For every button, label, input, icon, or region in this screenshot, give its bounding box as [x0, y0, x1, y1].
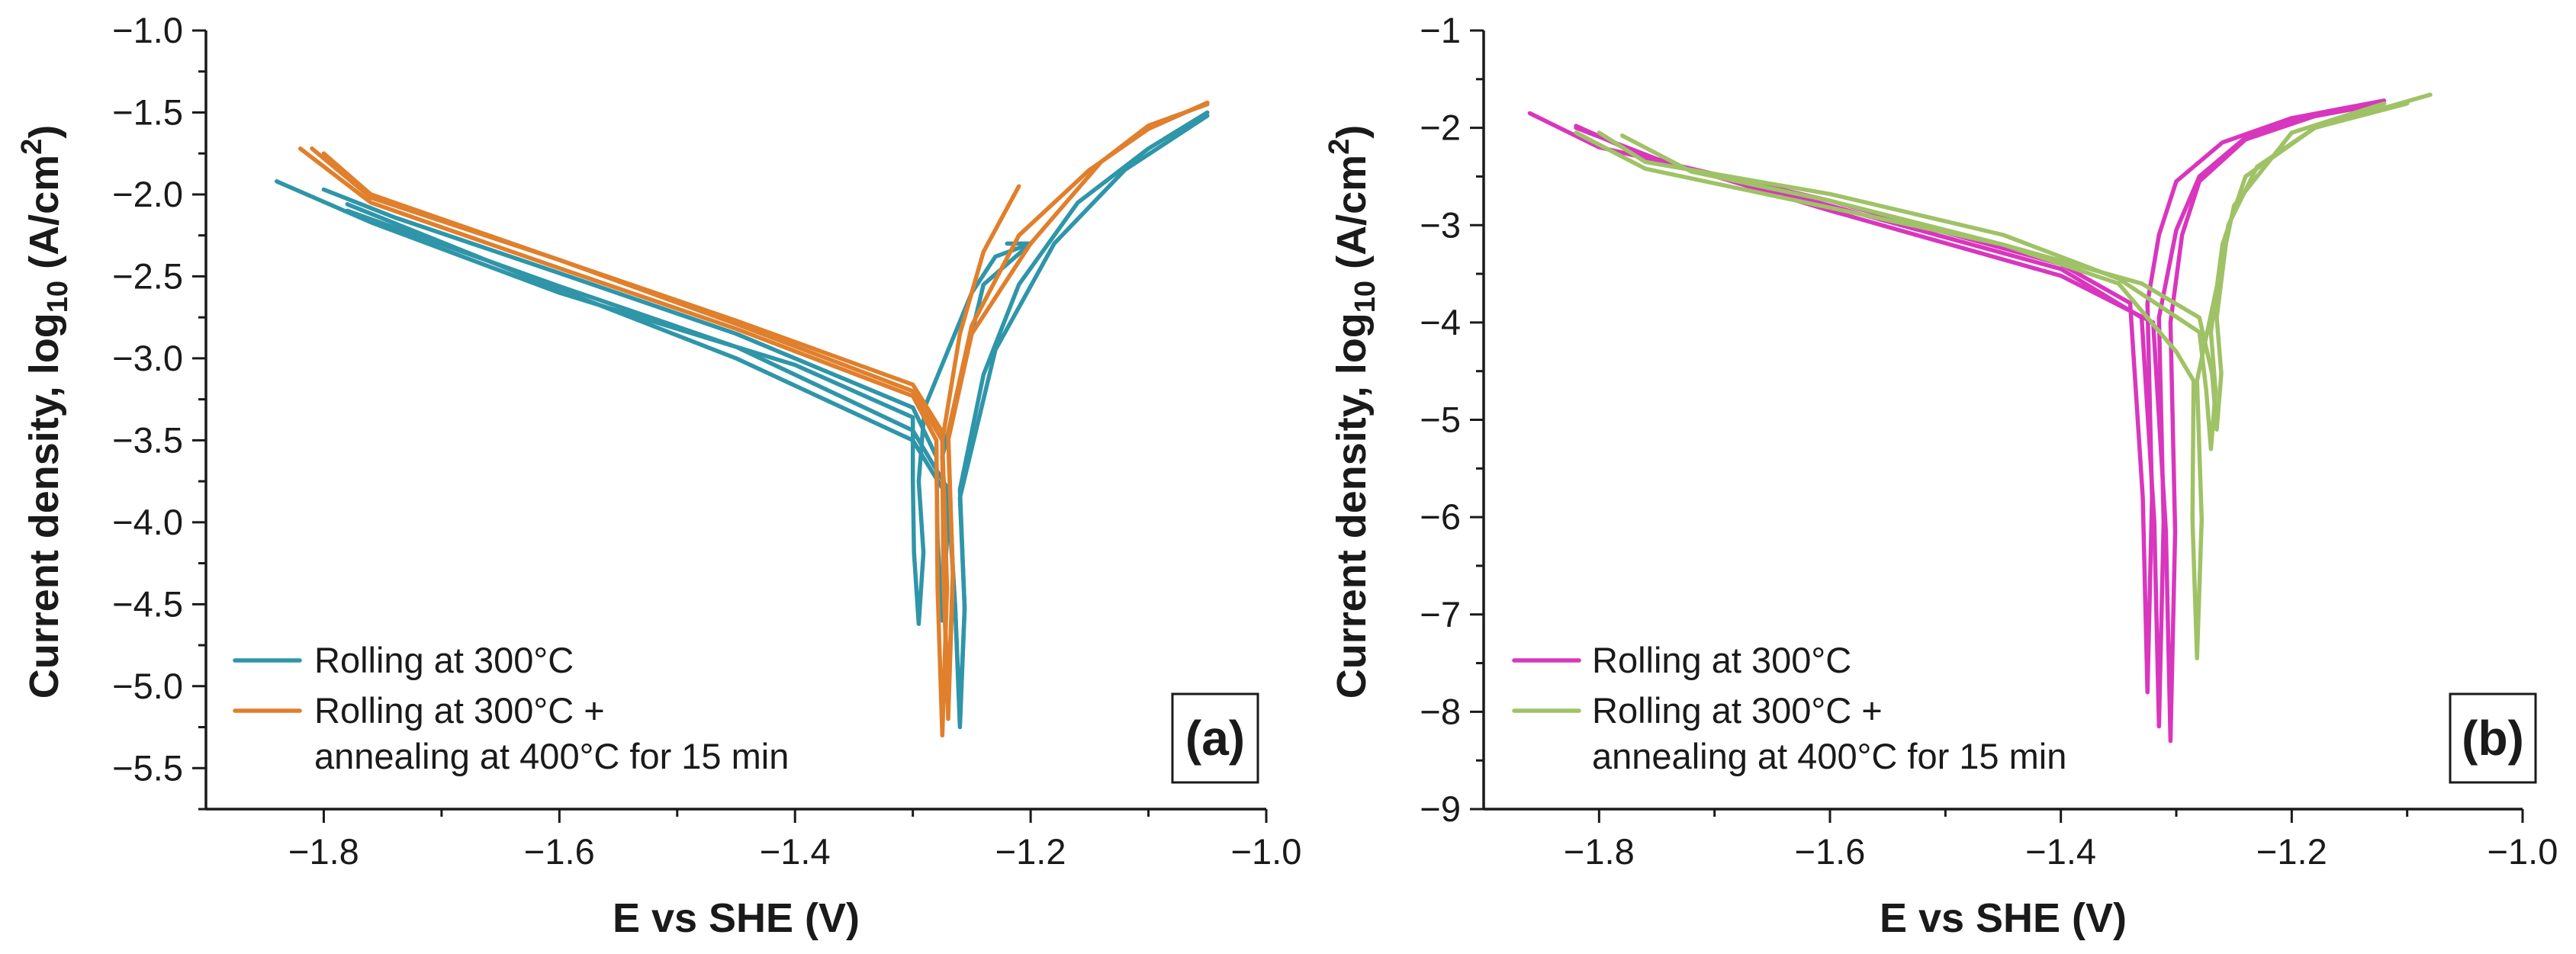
- panel-label-box-b: [2449, 692, 2537, 784]
- curves-a: [274, 100, 1210, 738]
- y-tick-label-a: −5.5: [112, 747, 183, 788]
- chart-panel-b: −1.8 −1.6 −1.4 −1.2 −1.0 −1−2−3−4−5−6−7−8−9 …: [1323, 10, 2558, 941]
- y-axis-title-b-part-1: Current density, log: [1329, 313, 1375, 699]
- y-tick-label-a: −3.5: [112, 419, 183, 460]
- x-tick-label-a: −1.8: [288, 831, 359, 872]
- y-tick-label-a: −2.5: [112, 255, 183, 296]
- legend-b: Rolling at 300°C Rolling at 300°C + anne…: [1512, 640, 2066, 776]
- y-tick-label-a: −5.0: [112, 666, 183, 706]
- x-tick-label-b: −1.6: [1795, 831, 1866, 872]
- y-tick-label-a: −4.5: [112, 583, 183, 624]
- series-1-curve-3-b: [1574, 101, 2387, 744]
- series-1-curve-3-a: [345, 110, 1210, 730]
- y-axis-title-a-part-3: ): [21, 125, 67, 139]
- series-1-curve-2-a: [321, 187, 1033, 623]
- y-tick-label-b: −5: [1420, 400, 1461, 440]
- y-axis-title-a-sub: 10: [42, 281, 74, 313]
- panel-label-b: (b): [2462, 711, 2524, 766]
- series-2-curve-1-a: [297, 146, 1021, 738]
- y-tick-label-b: −6: [1420, 496, 1461, 537]
- y-tick-label-b: −3: [1420, 204, 1461, 245]
- series-2-curve-2-b: [1597, 101, 2410, 451]
- legend-b-label-2: Rolling at 300°C +: [1592, 690, 1883, 731]
- y-axis-title-b-part-2: (A/cm: [1329, 155, 1375, 281]
- x-ticks-b: −1.8 −1.6 −1.4 −1.2 −1.0: [1564, 809, 2558, 872]
- y-axis-title-b-sup: 2: [1323, 139, 1356, 155]
- x-ticks-a: −1.8 −1.6 −1.4 −1.2 −1.0: [288, 809, 1301, 872]
- legend-b-label-2b: annealing at 400°C for 15 min: [1592, 736, 2066, 776]
- x-tick-label-b: −1.4: [2025, 831, 2096, 872]
- x-tick-label-b: −1.0: [2488, 831, 2558, 872]
- y-tick-label-b: −2: [1420, 108, 1461, 148]
- x-tick-label-a: −1.2: [995, 831, 1066, 872]
- legend-a-label-2b: annealing at 400°C for 15 min: [314, 736, 789, 776]
- y-tick-label-a: −4.0: [112, 502, 183, 542]
- legend-a-label-1: Rolling at 300°C: [314, 640, 574, 680]
- y-tick-label-a: −3.0: [112, 338, 183, 378]
- x-tick-label-a: −1.0: [1231, 831, 1302, 872]
- y-axis-title-b-sub: 10: [1349, 281, 1381, 313]
- y-ticks-a: −1.0 −1.5 −2.0 −2.5 −3.0 −3.5 −4.0 −4.5 −5.0 −5.5: [112, 10, 206, 811]
- series-1-curve-2-b: [1574, 101, 2387, 729]
- series-2-curve-3-a: [321, 101, 1210, 705]
- y-axis-title-a-part-2: (A/cm: [21, 155, 67, 281]
- x-tick-label-a: −1.6: [524, 831, 595, 872]
- x-axis-title-a: E vs SHE (V): [613, 895, 860, 941]
- y-axis-title-a-sup: 2: [16, 139, 48, 155]
- y-axis-title-b: Current density, log10 (A/cm2): [1323, 125, 1381, 699]
- y-axis-title-a: Current density, log10 (A/cm2): [16, 125, 74, 699]
- y-tick-label-b: −9: [1420, 789, 1461, 829]
- y-ticks-b: −1 −2 −3 −4 −5 −6 −7 −8 −9: [1420, 10, 1484, 829]
- y-tick-label-a: −1.5: [112, 92, 183, 132]
- panel-label-box-a: [1171, 692, 1259, 784]
- curves-b: [1527, 92, 2433, 744]
- series-2-curve-3-b: [1619, 92, 2433, 432]
- x-tick-label-b: −1.8: [1564, 831, 1635, 872]
- x-tick-label-b: −1.2: [2256, 831, 2327, 872]
- y-tick-label-a: −1.0: [112, 10, 183, 50]
- y-tick-label-a: −2.0: [112, 174, 183, 214]
- y-tick-label-b: −4: [1420, 302, 1461, 342]
- legend-a-label-2: Rolling at 300°C +: [314, 690, 605, 731]
- x-axis-title-b: E vs SHE (V): [1880, 895, 2127, 941]
- y-tick-label-b: −1: [1420, 10, 1461, 50]
- series-2-curve-1-b: [1574, 101, 2387, 660]
- y-axis-title-b-part-3: ): [1329, 125, 1375, 139]
- panel-label-a: (a): [1185, 711, 1245, 766]
- y-axis-title-a-part-1: Current density, log: [21, 313, 67, 699]
- chart-panel-a: −1.8 −1.6 −1.4 −1.2 −1.0 −1.0 −1.5 −2.0 −2.5 −3.…: [16, 10, 1301, 941]
- x-tick-label-a: −1.4: [760, 831, 831, 872]
- series-1-curve-1-a: [274, 179, 1033, 626]
- legend-a: Rolling at 300°C Rolling at 300°C + anne…: [233, 640, 789, 776]
- y-tick-label-b: −7: [1420, 594, 1461, 634]
- y-tick-label-b: −8: [1420, 691, 1461, 731]
- series-1-curve-1-b: [1527, 98, 2387, 695]
- legend-b-label-1: Rolling at 300°C: [1592, 640, 1851, 680]
- series-1-curve-4-a: [345, 114, 1210, 721]
